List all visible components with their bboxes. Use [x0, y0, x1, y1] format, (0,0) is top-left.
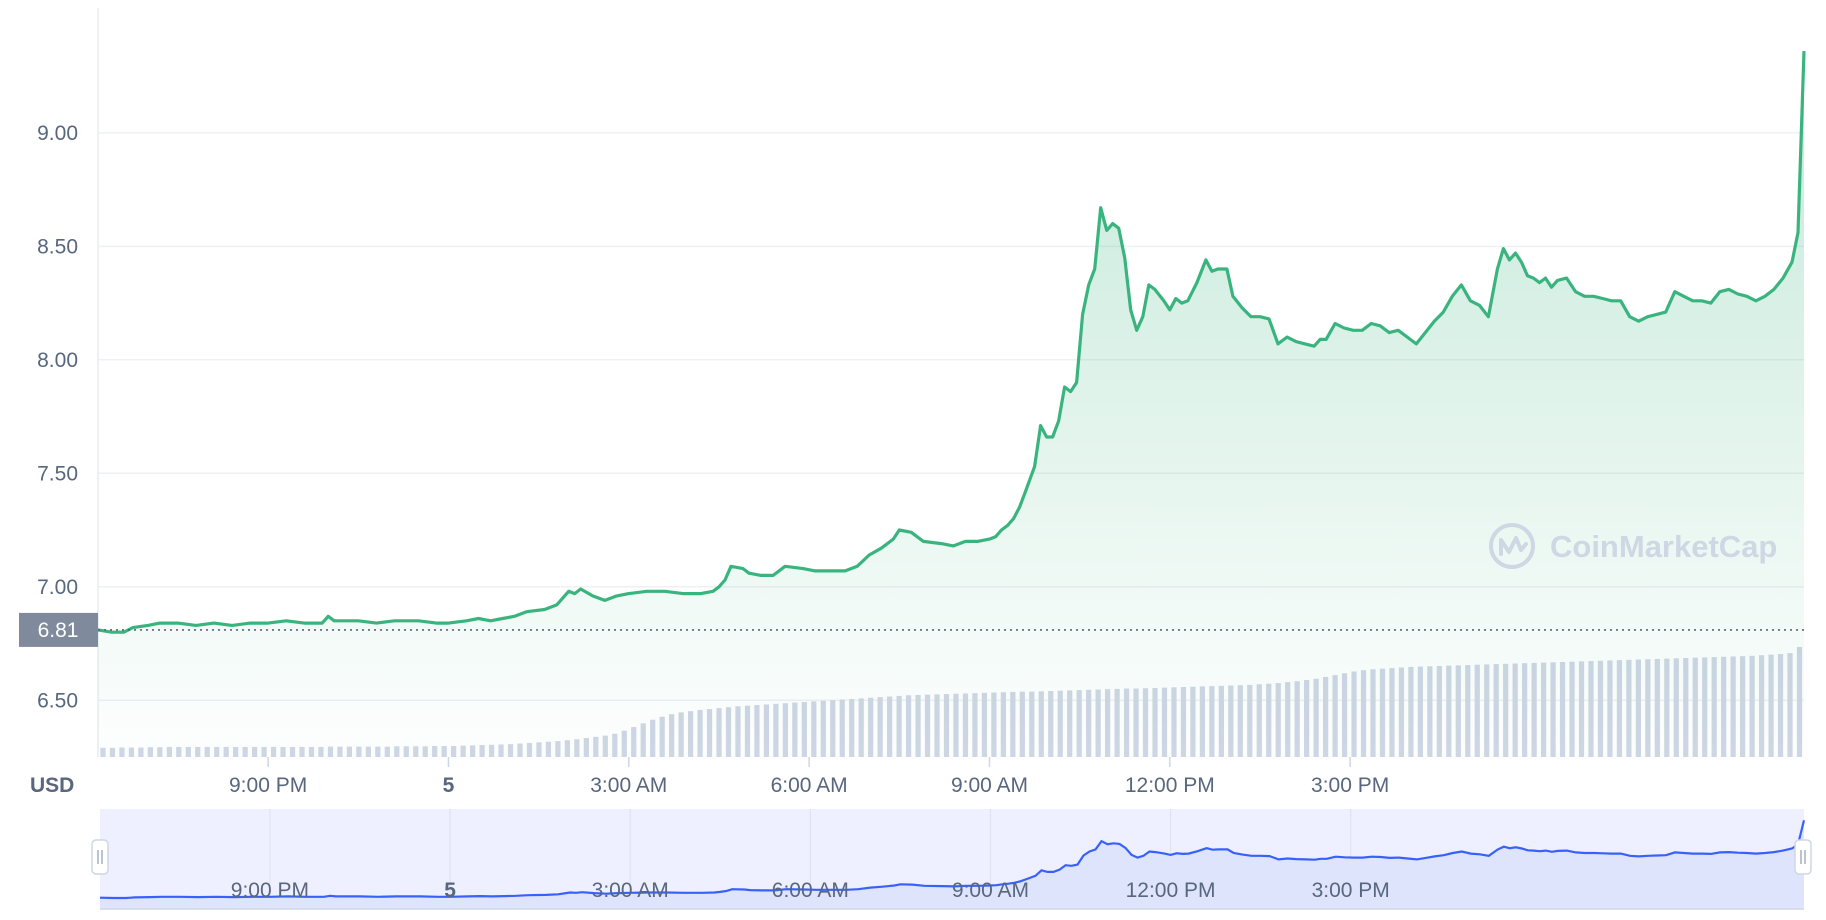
navigator-tick-label: 12:00 PM: [1126, 879, 1216, 902]
currency-unit-label: USD: [30, 774, 74, 797]
current-price-label: 6.81: [38, 619, 79, 642]
price-line: [97, 51, 1806, 634]
navigator-tick-label: 9:00 PM: [231, 879, 309, 902]
current-price-tag: 6.81: [19, 612, 98, 647]
navigator-line: [99, 820, 1806, 900]
x-tick-label: 6:00 AM: [771, 774, 848, 797]
y-tick-label: 6.50: [37, 689, 78, 712]
navigator-tick-label: 3:00 AM: [592, 879, 669, 902]
coinmarketcap-logo-icon: [1489, 523, 1535, 569]
y-tick-label: 7.00: [37, 576, 78, 599]
x-tick-label: 3:00 PM: [1311, 774, 1389, 797]
navigator-tick-label: 6:00 AM: [772, 879, 849, 902]
x-tick-label: 12:00 PM: [1125, 774, 1215, 797]
watermark-text: CoinMarketCap: [1550, 529, 1777, 564]
y-tick-label: 8.50: [37, 235, 78, 258]
x-tick-label: 9:00 PM: [229, 774, 307, 797]
x-tick-label: 9:00 AM: [951, 774, 1028, 797]
y-tick-label: 8.00: [37, 349, 78, 372]
y-tick-label: 9.00: [37, 122, 78, 145]
navigator-left-handle[interactable]: [91, 839, 109, 875]
y-axis-ticks: 6.50 7.00 7.50 8.00 8.50 9.00: [37, 122, 78, 712]
navigator-area: [100, 820, 1804, 909]
navigator-tick-label: 5: [444, 879, 456, 902]
x-tick-label: 3:00 AM: [590, 774, 667, 797]
navigator-x-ticks: 9:00 PM 5 3:00 AM 6:00 AM 9:00 AM 12:00 PM 3:0…: [231, 879, 1390, 902]
range-navigator[interactable]: 9:00 PM 5 3:00 AM 6:00 AM 9:00 AM 12:00 PM 3:0…: [91, 809, 1812, 910]
navigator-tick-label: 9:00 AM: [952, 879, 1029, 902]
x-tick-label: 5: [443, 774, 455, 797]
navigator-tick-label: 3:00 PM: [1312, 879, 1390, 902]
y-tick-label: 7.50: [37, 462, 78, 485]
price-area-fill: [98, 51, 1804, 758]
navigator-right-handle[interactable]: [1794, 839, 1812, 875]
coinmarketcap-watermark: CoinMarketCap: [1489, 523, 1777, 569]
x-axis-ticks: 9:00 PM 5 3:00 AM 6:00 AM 9:00 AM 12:00 PM 3:0…: [229, 757, 1389, 797]
